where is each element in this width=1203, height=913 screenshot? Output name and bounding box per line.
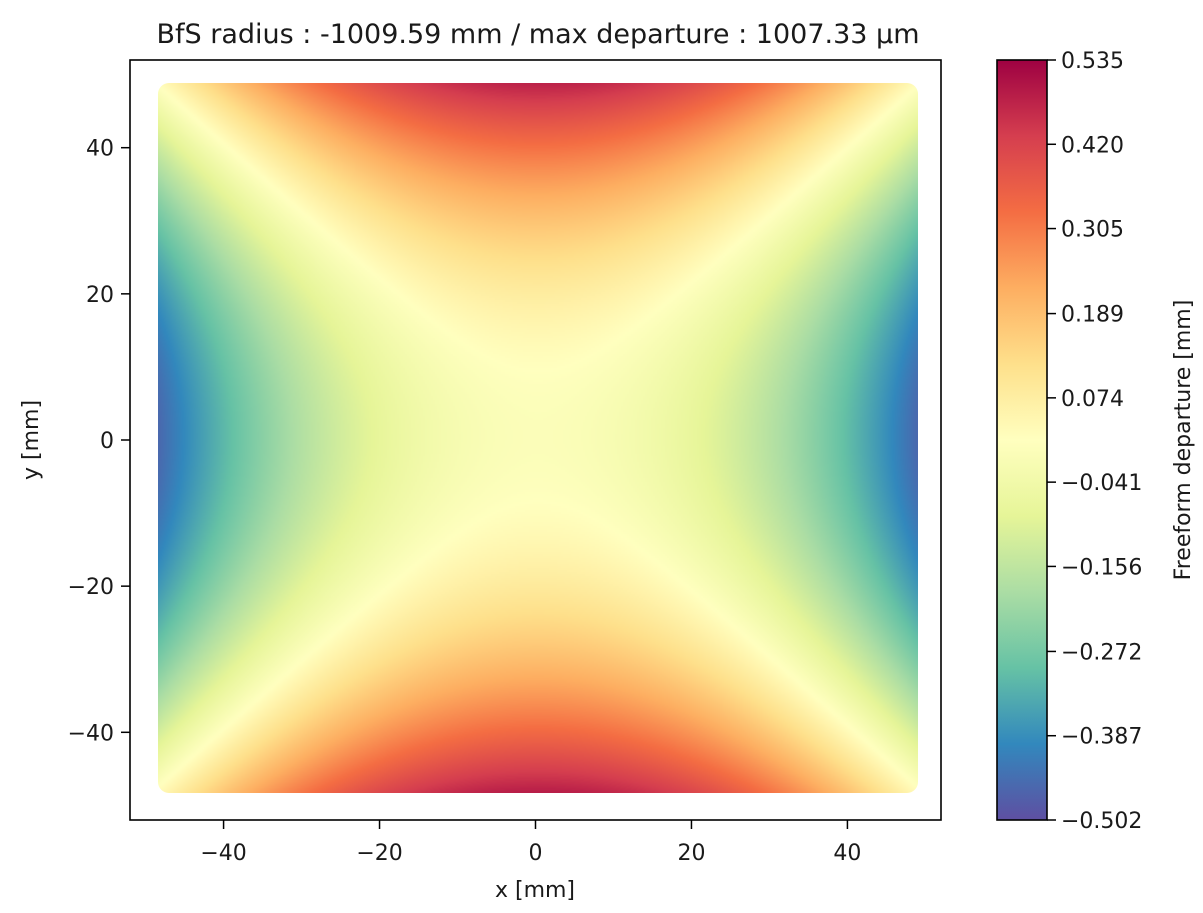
colorbar-tick-label: −0.502 — [1061, 809, 1142, 834]
x-axis-label: x [mm] — [495, 878, 575, 903]
x-tick-label: −20 — [356, 841, 402, 866]
y-tick-label: 40 — [86, 137, 114, 162]
colorbar-tick-label: −0.387 — [1061, 725, 1142, 750]
colorbar: 0.535 0.420 0.305 0.189 0.074 −0.041 −0.156 −0.… — [996, 49, 1196, 834]
colorbar-label: Freeform departure [mm] — [1171, 300, 1196, 581]
colorbar-tick-label: 0.420 — [1061, 133, 1124, 158]
surface-map-clip — [158, 83, 918, 793]
y-tick-label: 0 — [100, 429, 114, 454]
colorbar-frame — [996, 59, 1048, 821]
y-tick-label: 20 — [86, 283, 114, 308]
freeform-surface-map — [158, 83, 918, 793]
plot-area — [129, 59, 942, 821]
colorbar-ticks: 0.535 0.420 0.305 0.189 0.074 −0.041 −0.156 −0.… — [1047, 49, 1142, 834]
y-tick-label: −40 — [68, 721, 114, 746]
colorbar-tick-label: −0.156 — [1061, 555, 1142, 580]
colorbar-tick-label: 0.535 — [1061, 49, 1124, 74]
x-tick-label: 40 — [833, 841, 861, 866]
x-tick-label: 0 — [529, 841, 543, 866]
x-tick-label: 20 — [677, 841, 705, 866]
colorbar-tick-label: 0.189 — [1061, 303, 1124, 328]
y-axis-label: y [mm] — [19, 400, 44, 480]
colorbar-tick-label: −0.272 — [1061, 640, 1142, 665]
colorbar-gradient-bar — [997, 60, 1047, 820]
colorbar-tick-label: 0.305 — [1061, 218, 1124, 243]
y-tick-label: −20 — [68, 575, 114, 600]
x-tick-label: −40 — [200, 841, 246, 866]
chart-title: BfS radius : -1009.59 mm / max departure… — [156, 19, 919, 50]
colorbar-tick-label: 0.074 — [1061, 387, 1124, 412]
y-axis-ticks: 40 20 0 −20 −40 — [68, 137, 130, 746]
colorbar-tick-label: −0.041 — [1061, 471, 1142, 496]
x-axis-ticks: −40 −20 0 20 40 — [200, 820, 861, 866]
